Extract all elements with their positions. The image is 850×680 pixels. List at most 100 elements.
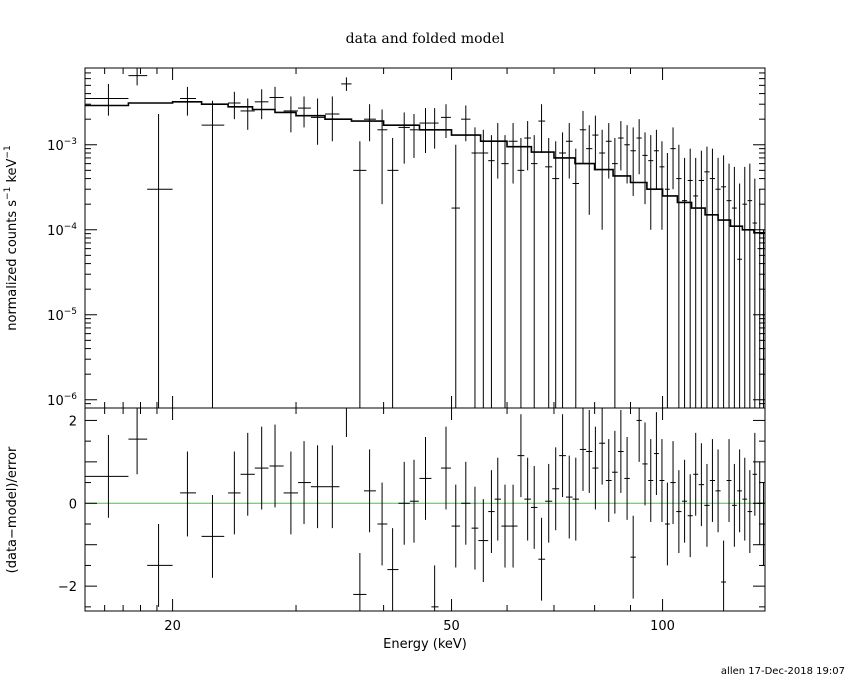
y-tick-label-base: 10 [47, 139, 64, 154]
data-point [579, 110, 587, 164]
y-tick-label: −2 [58, 580, 77, 595]
residual-point [592, 426, 599, 510]
residual-point [180, 451, 197, 537]
data-point [731, 166, 737, 408]
data-points [85, 68, 765, 408]
y-tick-label: 10−5 [47, 307, 77, 324]
data-point [693, 157, 699, 408]
data-point [310, 98, 326, 145]
residual-point [240, 432, 255, 516]
residual-point [612, 430, 618, 514]
residual-point [709, 439, 716, 522]
y-tick-label-base: 10 [47, 309, 64, 324]
data-point [363, 104, 376, 142]
data-point [377, 109, 388, 205]
residual-point [704, 463, 710, 547]
data-point [653, 129, 659, 190]
y-tick-label-base: 10 [47, 394, 64, 409]
data-point [441, 104, 451, 139]
residual-point [698, 443, 705, 527]
data-point [552, 141, 560, 408]
residual-point [664, 482, 670, 566]
data-point [752, 178, 758, 408]
residual-point [298, 441, 311, 524]
data-point [461, 105, 471, 142]
data-point [240, 98, 255, 130]
data-point [630, 127, 636, 196]
data-point [592, 115, 599, 171]
data-point [341, 77, 352, 91]
data-point [180, 86, 197, 116]
residual-point [419, 437, 432, 520]
residual-point [648, 439, 654, 522]
y-tick-label-exponent: −4 [64, 222, 78, 232]
data-point [228, 91, 241, 120]
residual-point [618, 410, 624, 493]
y-tick-label: 10−3 [47, 137, 77, 154]
residual-point [605, 439, 612, 522]
residual-point [353, 553, 367, 611]
residual-point [494, 457, 501, 541]
data-point [128, 68, 148, 86]
residual-point [363, 449, 376, 533]
residual-point [636, 408, 642, 462]
residual-point [642, 422, 648, 506]
model-curve [85, 101, 765, 234]
residual-point [752, 432, 758, 516]
data-point [624, 125, 630, 184]
top-y-tick-labels: 10−310−410−510−6 [47, 137, 77, 409]
residual-point [508, 484, 518, 568]
footer-timestamp: allen 17-Dec-2018 19:07 [721, 666, 845, 677]
data-point [451, 144, 460, 408]
residual-point [325, 445, 340, 529]
data-point [409, 114, 419, 158]
data-point [488, 135, 495, 408]
residual-point [630, 515, 636, 599]
data-point [524, 121, 531, 171]
residual-point [478, 499, 489, 582]
data-point [353, 141, 367, 408]
residual-point [451, 484, 460, 568]
x-axis-label: Energy (keV) [383, 637, 467, 652]
residual-point [228, 451, 241, 535]
data-point [398, 112, 410, 164]
data-point [538, 104, 546, 153]
data-point [478, 129, 489, 408]
y-tick-label-exponent: −3 [64, 137, 77, 147]
residual-point [747, 470, 753, 553]
residual-point [530, 466, 538, 549]
residual-point [731, 463, 737, 547]
data-point [565, 123, 573, 179]
data-point [572, 148, 580, 408]
residual-point [599, 408, 606, 485]
residual-point [659, 439, 665, 522]
data-point [501, 135, 509, 408]
residual-point [269, 424, 284, 508]
bottom-y-axis-label: (data−model)/error [5, 446, 20, 573]
residual-point [565, 455, 573, 539]
y-tick-label-exponent: −5 [64, 307, 77, 317]
residual-point [742, 457, 748, 541]
data-point [419, 108, 432, 153]
data-point [687, 148, 693, 408]
residual-point [147, 524, 173, 607]
x-tick-label: 20 [164, 619, 181, 634]
top-panel: 10−310−410−510−6 normalized counts s−1 k… [3, 67, 766, 409]
residual-point [201, 495, 225, 578]
y-tick-label-base: 10 [47, 224, 64, 239]
residual-point [726, 439, 732, 522]
data-point [599, 129, 606, 230]
x-tick-label: 100 [650, 619, 675, 634]
residual-point [687, 474, 693, 558]
bottom-axis-ticks [85, 408, 765, 611]
chart-title: data and folded model [346, 31, 505, 47]
residual-point [501, 484, 509, 568]
residual-points [85, 408, 765, 611]
data-point [605, 123, 612, 179]
data-point [721, 155, 727, 408]
model-step-line [85, 101, 765, 234]
data-point [254, 89, 269, 120]
data-point [682, 157, 688, 408]
